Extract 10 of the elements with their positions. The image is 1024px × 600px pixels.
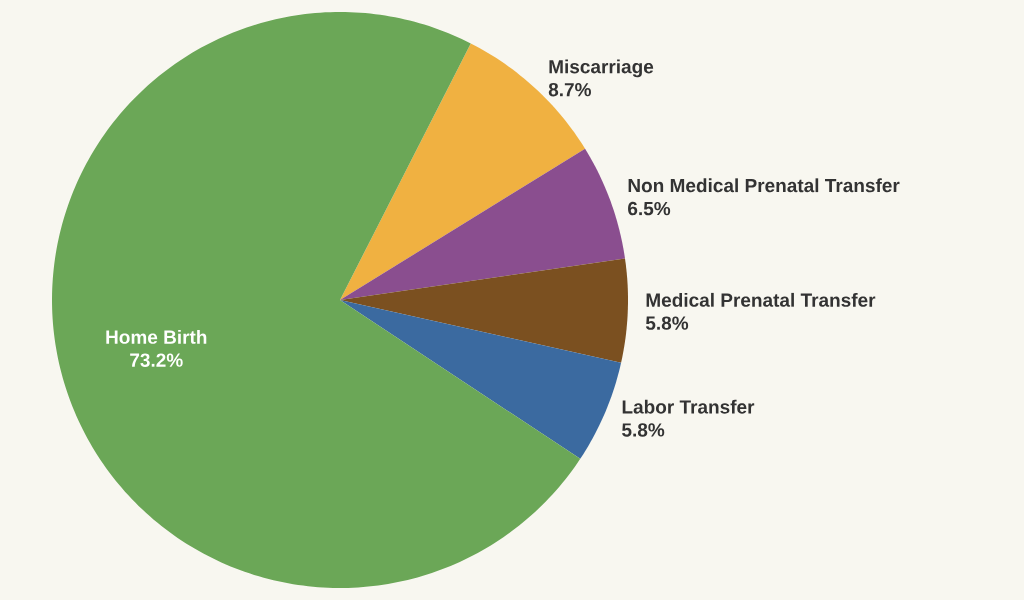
data-label: 73.2% xyxy=(130,353,183,367)
slice-label: Home Birth xyxy=(106,329,207,344)
data-label: 8.7% xyxy=(548,82,591,97)
slice-label: Non Medical Prenatal Transfer xyxy=(628,178,900,193)
data-label: 5.8% xyxy=(645,316,689,330)
data-label: 5.8% xyxy=(622,423,665,437)
slice-label: Labor Transfer xyxy=(622,399,755,414)
slice-label: Miscarriage xyxy=(549,59,654,78)
slice-label: Medical Prenatal Transfer xyxy=(646,292,876,307)
data-label: 6.5% xyxy=(628,201,671,216)
